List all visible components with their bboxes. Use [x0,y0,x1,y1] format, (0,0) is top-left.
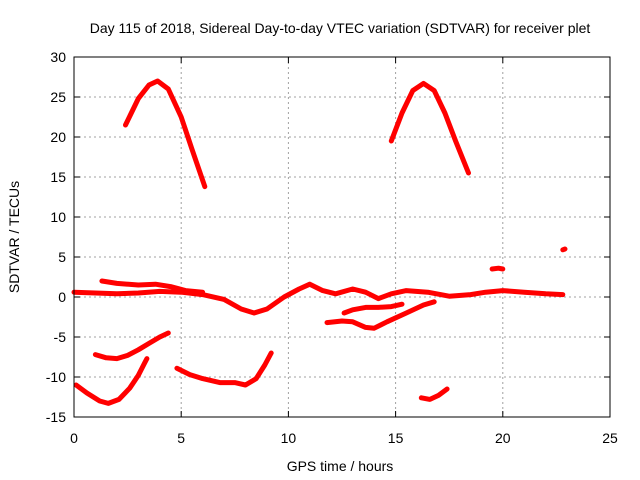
series-arc-low-3 [174,350,274,388]
series-arc-low-2 [73,356,150,406]
x-tick-label: 15 [388,430,404,446]
plot-frame [73,56,611,418]
y-axis-label: SDTVAR / TECUs [6,181,22,293]
y-tick-label: 25 [50,89,66,105]
series-baseline-1 [71,281,566,316]
y-tick-label: -10 [46,369,66,385]
y-tick-label: 15 [50,169,66,185]
data-series [71,78,568,406]
x-axis-label: GPS time / hours [287,458,394,474]
x-tick-label: 5 [177,430,185,446]
series-arc-1 [123,78,208,190]
y-tick-label: 0 [58,289,66,305]
y-tick-label: 5 [58,249,66,265]
series-arc-low-4 [418,386,450,402]
series-segment-b [341,301,405,316]
y-tick-label: -15 [46,409,66,425]
series-arc-2 [388,80,471,176]
series-segment-a [324,299,437,331]
y-tick-label: -5 [54,329,67,345]
grid [74,57,610,417]
axis-ticks: 0 5 10 15 20 25 -15 -10 -5 0 5 10 15 20 25 30 [46,49,618,446]
y-tick-label: 20 [50,129,66,145]
y-tick-label: 10 [50,209,66,225]
x-tick-label: 20 [495,430,511,446]
x-tick-label: 25 [602,430,618,446]
x-tick-label: 0 [70,430,78,446]
chart-title: Day 115 of 2018, Sidereal Day-to-day VTE… [90,20,591,36]
x-tick-label: 10 [281,430,297,446]
series-arc-low-1 [92,330,171,362]
series-segment-d [560,246,568,253]
y-tick-label: 30 [50,49,66,65]
series-segment-c [489,265,506,272]
series-baseline-2 [99,278,206,295]
